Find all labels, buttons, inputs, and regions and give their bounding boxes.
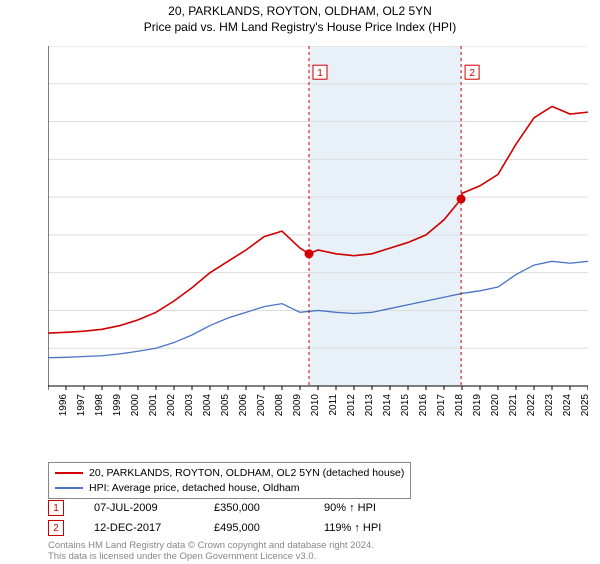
svg-text:1: 1 [317, 68, 323, 79]
footer-attribution: Contains HM Land Registry data © Crown c… [48, 540, 374, 563]
sale-price: £495,000 [214, 522, 294, 534]
legend-swatch [55, 472, 83, 474]
sale-pct-vs-hpi: 90% ↑ HPI [324, 502, 414, 514]
chart-title: 20, PARKLANDS, ROYTON, OLDHAM, OL2 5YN [0, 4, 600, 18]
svg-text:2025: 2025 [580, 394, 588, 416]
sale-row: 1 07-JUL-2009 £350,000 90% ↑ HPI [48, 498, 414, 518]
svg-text:2002: 2002 [166, 394, 177, 416]
sale-row: 2 12-DEC-2017 £495,000 119% ↑ HPI [48, 518, 414, 538]
svg-text:2012: 2012 [346, 394, 357, 416]
svg-text:2010: 2010 [310, 394, 321, 416]
svg-text:2022: 2022 [526, 394, 537, 416]
svg-text:1996: 1996 [58, 394, 69, 416]
svg-text:2003: 2003 [184, 394, 195, 416]
svg-text:2000: 2000 [130, 394, 141, 416]
svg-text:2008: 2008 [274, 394, 285, 416]
svg-text:2013: 2013 [364, 394, 375, 416]
svg-text:2: 2 [469, 68, 475, 79]
svg-text:2020: 2020 [490, 394, 501, 416]
svg-text:2018: 2018 [454, 394, 465, 416]
svg-text:2006: 2006 [238, 394, 249, 416]
svg-text:2015: 2015 [400, 394, 411, 416]
footer-line-2: This data is licensed under the Open Gov… [48, 551, 374, 562]
svg-text:2019: 2019 [472, 394, 483, 416]
chart-subtitle: Price paid vs. HM Land Registry's House … [0, 20, 600, 34]
svg-text:2009: 2009 [292, 394, 303, 416]
svg-text:1998: 1998 [94, 394, 105, 416]
svg-text:2023: 2023 [544, 394, 555, 416]
legend-item: HPI: Average price, detached house, Oldh… [55, 481, 404, 496]
svg-text:2014: 2014 [382, 394, 393, 416]
svg-text:2016: 2016 [418, 394, 429, 416]
svg-text:2005: 2005 [220, 394, 231, 416]
price-chart: £0£100K£200K£300K£400K£500K£600K£700K£80… [48, 46, 588, 416]
legend-label: 20, PARKLANDS, ROYTON, OLDHAM, OL2 5YN (… [89, 466, 404, 481]
sale-marker-badge: 1 [48, 500, 64, 516]
sale-price: £350,000 [214, 502, 294, 514]
sale-date: 07-JUL-2009 [94, 502, 184, 514]
svg-text:2007: 2007 [256, 394, 267, 416]
sale-date: 12-DEC-2017 [94, 522, 184, 534]
svg-text:1995: 1995 [48, 394, 51, 416]
sales-table: 1 07-JUL-2009 £350,000 90% ↑ HPI 2 12-DEC-201… [48, 498, 414, 538]
legend: 20, PARKLANDS, ROYTON, OLDHAM, OL2 5YN (… [48, 462, 411, 499]
svg-text:2017: 2017 [436, 394, 447, 416]
sale-pct-vs-hpi: 119% ↑ HPI [324, 522, 414, 534]
svg-text:1999: 1999 [112, 394, 123, 416]
chart-container: 20, PARKLANDS, ROYTON, OLDHAM, OL2 5YN P… [0, 4, 600, 564]
svg-text:2011: 2011 [328, 394, 339, 416]
legend-item: 20, PARKLANDS, ROYTON, OLDHAM, OL2 5YN (… [55, 466, 404, 481]
svg-text:2001: 2001 [148, 394, 159, 416]
svg-text:1997: 1997 [76, 394, 87, 416]
footer-line-1: Contains HM Land Registry data © Crown c… [48, 540, 374, 551]
legend-label: HPI: Average price, detached house, Oldh… [89, 481, 300, 496]
sale-marker-badge: 2 [48, 520, 64, 536]
legend-swatch [55, 487, 83, 489]
svg-text:2024: 2024 [562, 394, 573, 416]
svg-text:2021: 2021 [508, 394, 519, 416]
svg-text:2004: 2004 [202, 394, 213, 416]
